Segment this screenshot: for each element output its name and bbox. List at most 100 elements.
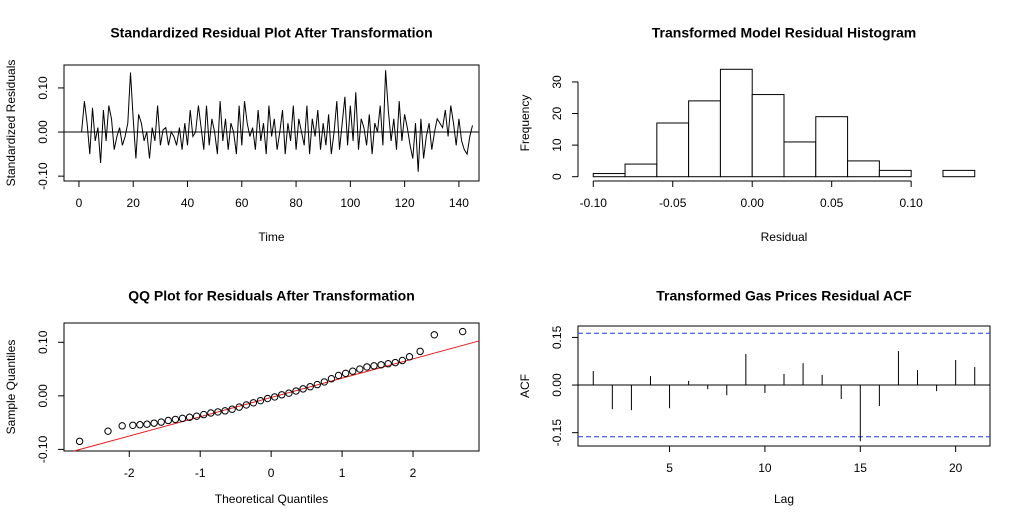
qq-point: [235, 403, 243, 411]
histogram-bar: [783, 141, 817, 178]
qq-point: [143, 420, 151, 428]
qq-point: [75, 437, 84, 446]
x-tick-label: 0.05: [820, 196, 844, 210]
qq-point: [377, 361, 385, 369]
y-tick-label: 30: [550, 75, 564, 89]
x-tick-label: 140: [449, 196, 469, 210]
qq-point: [398, 356, 407, 365]
qq-point: [391, 358, 399, 367]
plot-frame: [63, 64, 480, 182]
qq-point: [207, 409, 215, 417]
qq-point: [249, 399, 258, 407]
histogram-bar: [815, 116, 849, 178]
x-axis-label: Time: [258, 230, 285, 244]
x-tick-label: 120: [395, 196, 415, 210]
chart-title: Transformed Gas Prices Residual ACF: [656, 288, 912, 304]
qq-point: [285, 389, 293, 397]
qq-point: [327, 374, 336, 383]
chart-title: Standardized Residual Plot After Transfo…: [110, 25, 432, 41]
qq-point: [242, 401, 251, 409]
x-tick-label: -0.10: [580, 196, 608, 210]
qq-point: [136, 421, 144, 429]
histogram-bar: [878, 169, 912, 178]
y-tick-label: 0.10: [36, 76, 50, 100]
qq-point: [171, 415, 180, 424]
y-axis-label: Sample Quantiles: [4, 340, 18, 435]
qq-point: [185, 413, 194, 421]
qq-point: [150, 419, 158, 427]
y-tick-label: 0.15: [550, 325, 564, 349]
qq-point: [157, 418, 165, 426]
qq-line: [73, 340, 480, 452]
x-tick-label: 80: [289, 196, 303, 210]
qq-point: [299, 385, 307, 393]
histogram-bar: [656, 122, 690, 178]
series-line: [81, 70, 473, 172]
y-tick-label: 20: [550, 107, 564, 121]
y-tick-label: 0.00: [36, 120, 50, 144]
x-tick-label: 0: [76, 196, 83, 210]
qq-point: [306, 383, 314, 391]
y-tick-label: 0.00: [36, 384, 50, 408]
x-tick-label: 2: [410, 466, 417, 480]
x-tick-label: 20: [949, 461, 963, 475]
qq-point: [430, 331, 439, 339]
x-tick-label: 60: [235, 196, 249, 210]
x-axis-label: Residual: [761, 230, 808, 244]
qq-point: [104, 427, 112, 435]
qq-point: [349, 367, 357, 375]
qq-point: [270, 393, 279, 401]
qq-point: [384, 360, 392, 368]
y-tick-label: -0.10: [36, 162, 50, 190]
histogram-bar: [751, 94, 785, 178]
y-tick-label: 10: [550, 138, 564, 152]
qq-point: [405, 353, 414, 361]
x-tick-label: 10: [758, 461, 772, 475]
x-tick-label: 1: [339, 466, 346, 480]
qq-point: [221, 407, 229, 415]
y-tick-label: 0.00: [550, 373, 564, 397]
y-axis-label: ACF: [518, 374, 532, 398]
qq-point: [416, 347, 424, 356]
qq-point: [228, 405, 236, 413]
qq-point: [214, 408, 222, 416]
x-tick-label: 0.10: [899, 196, 923, 210]
qq-point: [256, 396, 265, 405]
plot-frame: [577, 325, 991, 447]
chart-title: QQ Plot for Residuals After Transformati…: [128, 288, 415, 304]
x-tick-label: -1: [195, 466, 206, 480]
chart-title: Transformed Model Residual Histogram: [652, 25, 917, 41]
y-tick-label: 0: [550, 173, 564, 180]
qq-point: [458, 327, 467, 336]
qq-point: [192, 412, 201, 420]
x-tick-label: 20: [127, 196, 141, 210]
plot-frame: [63, 322, 480, 452]
x-tick-label: -2: [124, 466, 135, 480]
y-axis-label: Frequency: [518, 95, 532, 152]
x-tick-label: 100: [340, 196, 360, 210]
x-axis-label: Lag: [774, 492, 794, 506]
histogram-bar: [719, 68, 753, 178]
qq-point: [320, 378, 329, 386]
y-tick-label: -0.15: [550, 419, 564, 447]
qq-point: [129, 421, 137, 429]
x-tick-label: 40: [181, 196, 195, 210]
histogram-bar: [847, 160, 880, 178]
qq-point: [278, 391, 286, 399]
qq-point: [200, 410, 208, 419]
histogram-bar: [624, 163, 658, 178]
qq-point: [370, 362, 378, 370]
qq-point: [363, 363, 371, 371]
histogram-bar: [942, 169, 976, 178]
y-tick-label: 0.10: [36, 330, 50, 354]
histogram-bar: [592, 173, 626, 178]
y-axis-label: Standardized Residuals: [4, 60, 18, 187]
x-tick-label: 5: [666, 461, 673, 475]
x-tick-label: 0.00: [741, 196, 765, 210]
qq-point: [334, 371, 343, 380]
x-tick-label: 0: [268, 466, 275, 480]
x-tick-label: -0.05: [659, 196, 687, 210]
y-tick-label: -0.10: [36, 435, 50, 463]
qq-point: [263, 394, 272, 403]
